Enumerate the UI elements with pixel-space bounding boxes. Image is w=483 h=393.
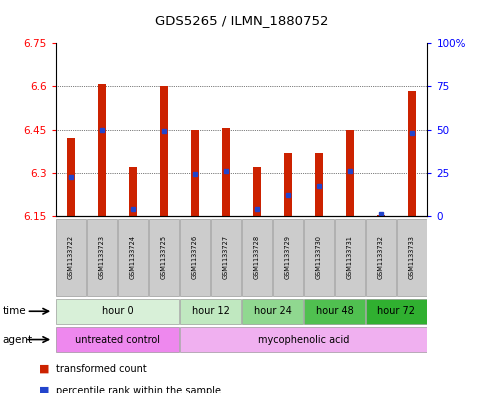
Text: agent: agent (2, 334, 32, 345)
Bar (408, 91, 416, 216)
Bar (180, 299, 241, 324)
Bar (304, 299, 365, 324)
Bar (211, 219, 241, 296)
Text: ■: ■ (39, 386, 49, 393)
Bar (377, 215, 385, 216)
Bar (366, 299, 427, 324)
Text: GSM1133726: GSM1133726 (192, 235, 198, 279)
Bar (56, 219, 86, 296)
Bar (98, 84, 106, 216)
Text: hour 0: hour 0 (102, 306, 133, 316)
Bar (242, 219, 272, 296)
Bar (335, 219, 365, 296)
Bar (180, 327, 427, 352)
Text: GSM1133727: GSM1133727 (223, 235, 229, 279)
Bar (253, 167, 261, 216)
Text: hour 48: hour 48 (315, 306, 354, 316)
Bar (222, 128, 230, 216)
Bar (284, 153, 292, 216)
Text: hour 12: hour 12 (192, 306, 229, 316)
Bar (160, 86, 168, 216)
Text: GSM1133731: GSM1133731 (347, 235, 353, 279)
Text: GDS5265 / ILMN_1880752: GDS5265 / ILMN_1880752 (155, 14, 328, 27)
Bar (366, 219, 396, 296)
Bar (56, 299, 179, 324)
Bar (242, 299, 303, 324)
Text: GSM1133729: GSM1133729 (285, 235, 291, 279)
Text: hour 24: hour 24 (254, 306, 291, 316)
Bar (180, 219, 210, 296)
Bar (315, 153, 323, 216)
Text: GSM1133724: GSM1133724 (130, 235, 136, 279)
Text: GSM1133732: GSM1133732 (378, 235, 384, 279)
Text: hour 72: hour 72 (377, 306, 415, 316)
Text: time: time (2, 306, 26, 316)
Text: percentile rank within the sample: percentile rank within the sample (56, 386, 221, 393)
Bar (397, 219, 427, 296)
Text: GSM1133728: GSM1133728 (254, 235, 260, 279)
Text: ■: ■ (39, 364, 49, 374)
Bar (56, 327, 179, 352)
Bar (129, 167, 137, 216)
Bar (118, 219, 148, 296)
Text: GSM1133723: GSM1133723 (99, 235, 105, 279)
Bar (346, 130, 354, 216)
Text: transformed count: transformed count (56, 364, 146, 374)
Bar (273, 219, 303, 296)
Text: untreated control: untreated control (75, 334, 160, 345)
Bar (67, 138, 75, 216)
Text: GSM1133730: GSM1133730 (316, 235, 322, 279)
Bar (87, 219, 117, 296)
Text: GSM1133733: GSM1133733 (409, 235, 415, 279)
Bar (191, 130, 199, 216)
Text: GSM1133722: GSM1133722 (68, 235, 74, 279)
Text: mycophenolic acid: mycophenolic acid (258, 334, 349, 345)
Bar (149, 219, 179, 296)
Text: GSM1133725: GSM1133725 (161, 235, 167, 279)
Bar (304, 219, 334, 296)
